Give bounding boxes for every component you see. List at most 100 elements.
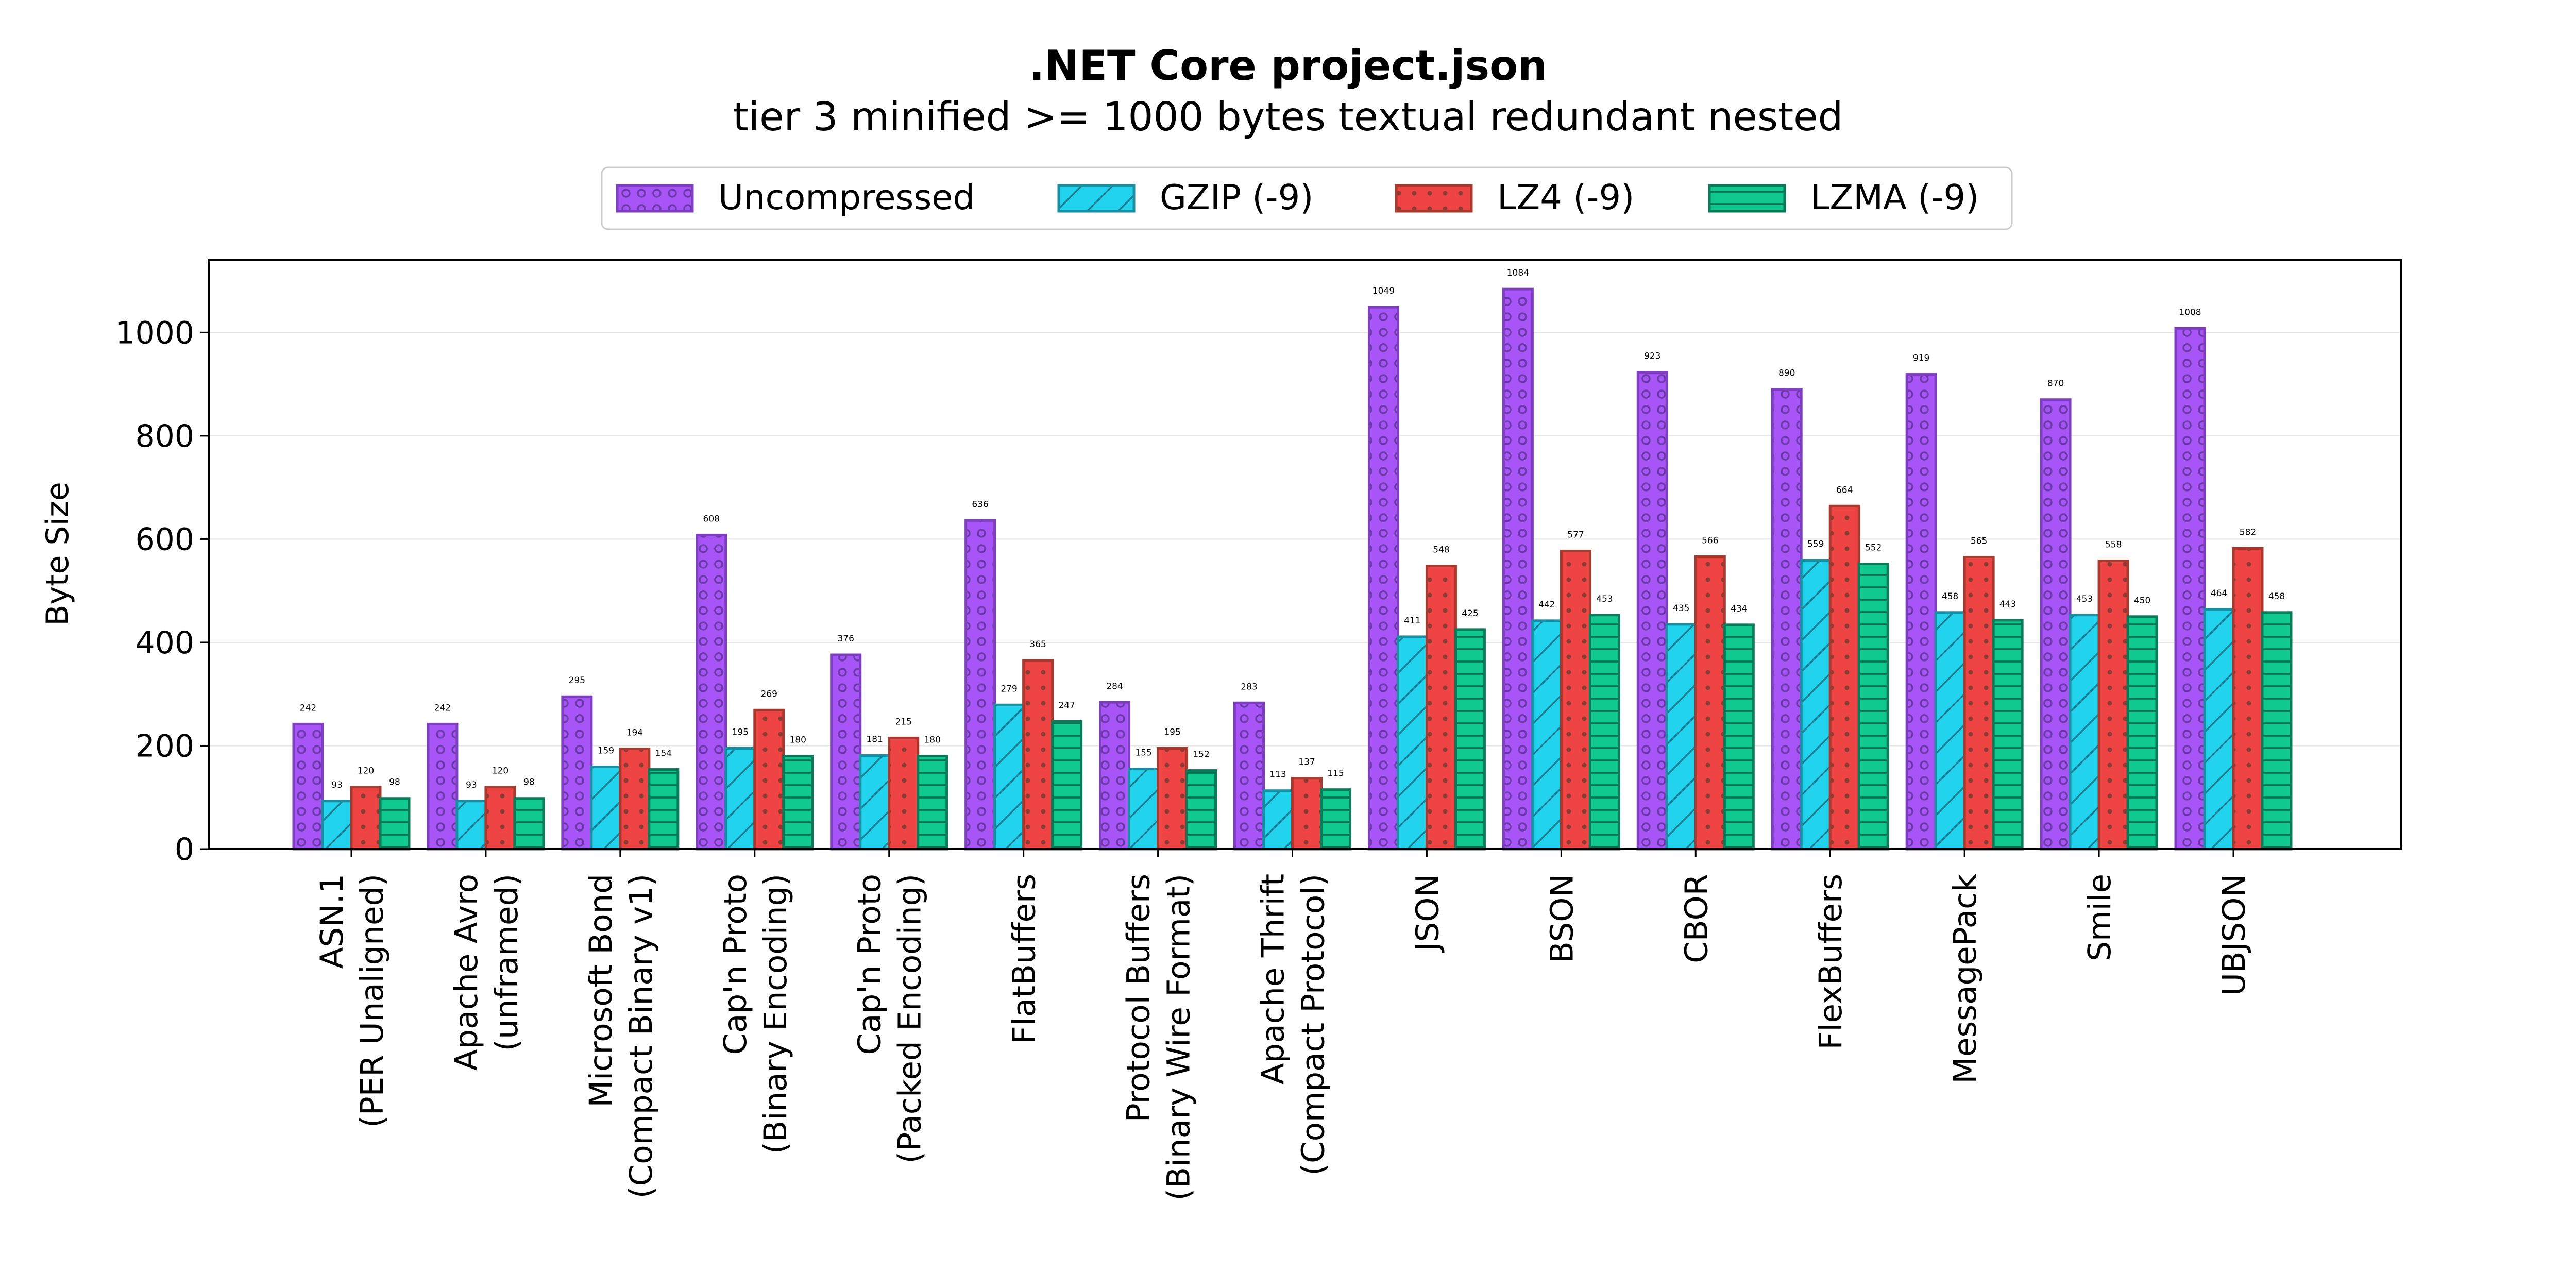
bar-pattern (1694, 555, 1726, 851)
bar-pattern (1560, 549, 1591, 851)
x-tick-label-line: (Compact Binary v1) (623, 874, 659, 1198)
data-label: 365 (1029, 639, 1046, 650)
legend-label: LZMA (-9) (1810, 177, 1979, 217)
y-tick-label: 400 (135, 625, 194, 661)
x-tick-label-line: (Packed Encoding) (892, 874, 928, 1163)
data-label: 608 (703, 514, 720, 524)
bar-pattern (964, 519, 996, 851)
bar-pattern (1262, 789, 1294, 851)
x-tick-label: CBOR (1678, 874, 1715, 963)
legend-frame (601, 166, 2013, 230)
x-tick-label-line: (Compact Protocol) (1295, 874, 1332, 1176)
data-label: 180 (924, 735, 940, 745)
x-tick-label: Apache Thrift (Compact Protocol) (1255, 874, 1332, 1176)
data-label: 93 (331, 780, 343, 790)
x-tick-label: BSON (1544, 874, 1580, 963)
y-tick-label: 200 (135, 728, 194, 764)
bar-pattern (1099, 701, 1131, 851)
bar-pattern (1233, 701, 1265, 851)
x-tick-label-line: Protocol Buffers (1121, 874, 1157, 1122)
x-tick-label: ASN.1 (PER Unaligned) (314, 874, 391, 1128)
data-label: 453 (1596, 594, 1613, 604)
x-tick-label-line: JSON (1409, 874, 1446, 953)
bar-pattern (1022, 659, 1054, 851)
data-label: 159 (598, 746, 614, 756)
bar-pattern (1636, 371, 1668, 851)
bar-pattern (350, 786, 382, 851)
data-label: 1008 (2179, 307, 2201, 317)
data-label: 215 (895, 717, 911, 727)
bar-pattern (1800, 559, 1832, 851)
data-label: 919 (1913, 353, 1929, 364)
bar-pattern (1992, 619, 2024, 851)
data-label: 154 (655, 749, 672, 759)
bar-pattern (455, 800, 487, 851)
bar-pattern (2232, 547, 2264, 851)
x-tick-label-line: ASN.1 (314, 874, 350, 969)
bar-pattern (917, 755, 948, 851)
data-label: 283 (1241, 682, 1257, 692)
data-label: 242 (434, 703, 451, 713)
data-label: 180 (790, 735, 806, 745)
bar-pattern (782, 755, 814, 851)
x-tick-label: Microsoft Bond (Compact Binary v1) (583, 874, 659, 1198)
data-label: 450 (2134, 596, 2150, 606)
y-tick-label: 0 (175, 832, 194, 868)
data-label: 664 (1836, 485, 1853, 495)
bar-pattern (993, 703, 1025, 851)
bar-pattern (2097, 560, 2129, 851)
bar-pattern (1291, 777, 1323, 851)
data-label: 93 (466, 780, 477, 790)
bar-pattern (2174, 327, 2206, 851)
y-tick-label: 600 (135, 521, 194, 557)
legend-label: GZIP (-9) (1160, 177, 1313, 217)
data-label: 636 (972, 499, 988, 510)
x-tick-label-line: (unframed) (488, 874, 525, 1052)
data-label: 113 (1269, 770, 1286, 780)
x-tick-label: FlexBuffers (1812, 874, 1849, 1050)
x-tick-label: JSON (1409, 874, 1446, 953)
data-label: 453 (2076, 594, 2093, 604)
bar-pattern (619, 747, 651, 851)
data-label: 890 (1778, 368, 1795, 379)
data-label: 195 (1164, 727, 1180, 737)
bar-pattern (2203, 608, 2235, 851)
data-label: 458 (1942, 591, 1958, 602)
legend-item: LZ4 (-9) (1395, 177, 1634, 217)
legend-label: Uncompressed (718, 177, 975, 217)
bar-pattern (830, 653, 862, 851)
bar-pattern (561, 695, 593, 851)
bar-pattern (1185, 769, 1217, 851)
bar-pattern (888, 736, 920, 851)
data-label: 152 (1193, 750, 1209, 760)
x-tick-label-line: Apache Avro (448, 874, 485, 1071)
data-label: 269 (761, 689, 777, 699)
y-axis: 0 200 400 600 800 1000 (115, 315, 209, 868)
data-label: 577 (1567, 530, 1584, 540)
bar-pattern (1857, 563, 1889, 851)
x-tick-label-line: Microsoft Bond (583, 874, 619, 1108)
bar-pattern (2040, 398, 2072, 851)
bar-pattern (1320, 788, 1351, 851)
data-label: 115 (1327, 769, 1344, 779)
bar-pattern (2261, 611, 2293, 851)
x-tick-label-line: Smile (2081, 874, 2118, 961)
bar-pattern (427, 722, 459, 851)
bar-pattern (1963, 556, 1995, 851)
data-label: 1049 (1372, 286, 1395, 296)
bar-pattern (2126, 615, 2158, 851)
data-label: 434 (1731, 604, 1747, 614)
bar-pattern (1905, 373, 1937, 851)
data-label: 194 (626, 727, 643, 738)
bar-pattern (1588, 614, 1620, 851)
bar-pattern (1531, 619, 1563, 851)
x-tick-label-line: Apache Thrift (1255, 874, 1292, 1084)
x-tick-label-line: (Binary Wire Format) (1161, 874, 1197, 1201)
bars (292, 287, 2293, 851)
x-tick-label-line: Cap'n Proto (717, 874, 754, 1055)
bar-pattern (1157, 747, 1189, 851)
chart-subtitle: tier 3 minified >= 1000 bytes textual re… (733, 94, 1843, 140)
data-label: 376 (837, 634, 854, 644)
y-tick-label: 800 (135, 418, 194, 454)
